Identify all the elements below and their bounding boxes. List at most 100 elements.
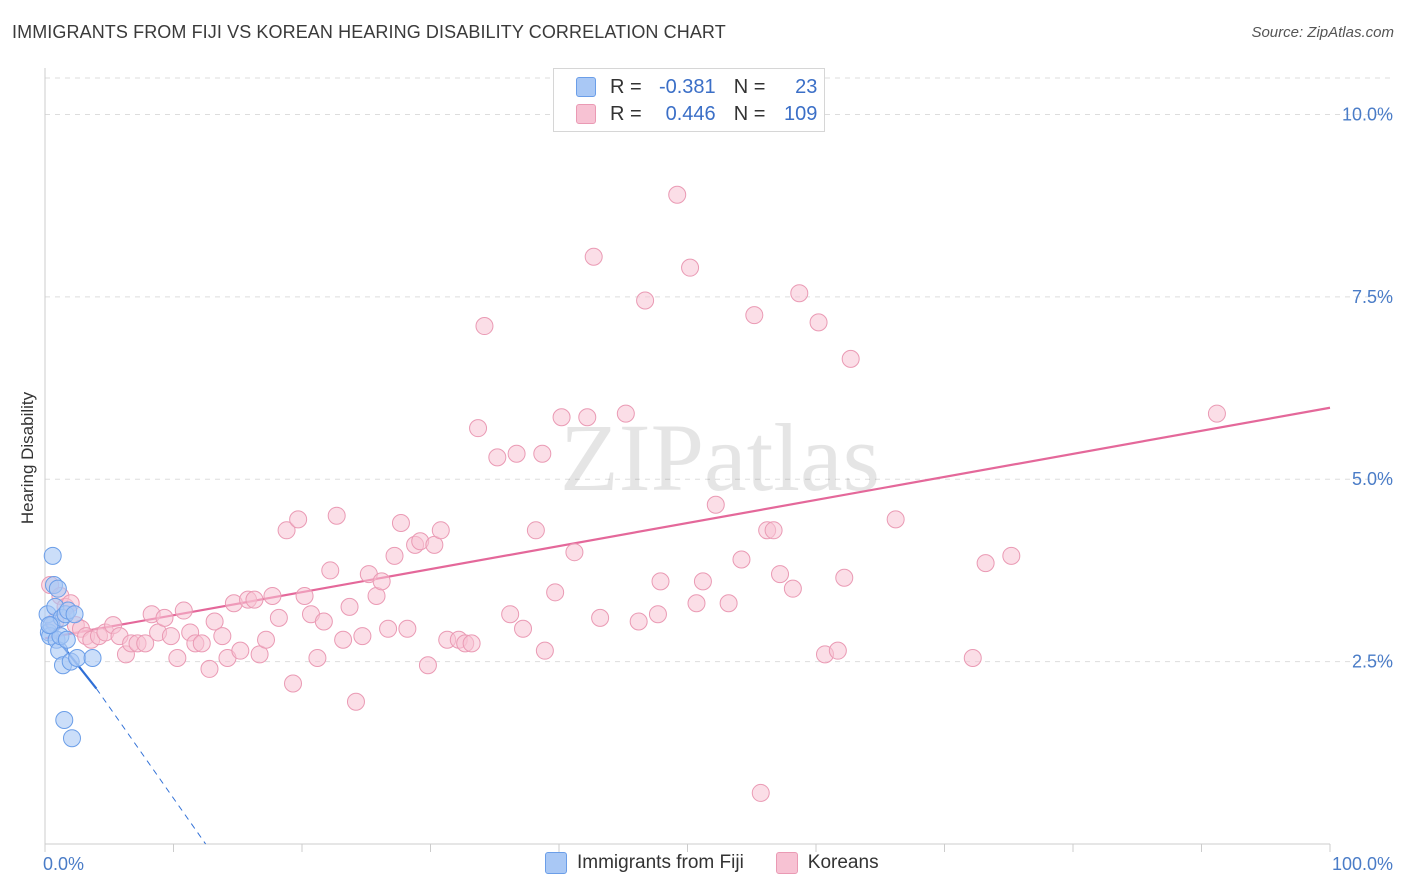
koreans-point: [418, 656, 437, 675]
koreans-point: [263, 586, 282, 605]
koreans-point: [391, 514, 410, 533]
koreans-point: [976, 554, 995, 573]
fiji-point: [40, 616, 59, 635]
stats-legend: R = -0.381 N = 23 R = 0.446 N = 109: [553, 68, 825, 132]
fiji-point: [43, 546, 62, 565]
koreans-point: [732, 550, 751, 569]
koreans-point: [790, 284, 809, 303]
y-axis-label: Hearing Disability: [18, 391, 37, 524]
koreans-point: [398, 619, 417, 638]
r-label: R =: [610, 102, 642, 125]
series-legend: Immigrants from Fiji Koreans: [545, 852, 911, 874]
koreans-point: [213, 627, 232, 646]
legend-item-koreans[interactable]: Koreans: [775, 852, 879, 874]
stats-row-koreans: R = 0.446 N = 109: [576, 101, 817, 127]
koreans-point: [334, 630, 353, 649]
fiji-n-value: 23: [795, 75, 818, 98]
watermark: ZIPatlas: [560, 404, 880, 511]
koreans-legend-swatch: [775, 852, 798, 874]
koreans-point: [372, 572, 391, 591]
koreans-point: [552, 408, 571, 427]
n-label: N =: [733, 75, 766, 98]
koreans-n-value: 109: [784, 102, 818, 125]
y-tick-label: 2.5%: [1352, 652, 1393, 672]
koreans-point: [353, 627, 372, 646]
koreans-point: [636, 291, 655, 310]
fiji-legend-label: Immigrants from Fiji: [577, 852, 744, 873]
fiji-point: [83, 648, 102, 667]
koreans-point: [257, 630, 276, 649]
fiji-point: [65, 605, 84, 624]
koreans-point: [745, 306, 764, 325]
fiji-trend-extension: [95, 688, 207, 845]
fiji-r-value: -0.381: [658, 75, 716, 98]
koreans-point: [629, 612, 648, 631]
koreans-point: [314, 612, 333, 631]
koreans-point: [771, 565, 790, 584]
koreans-point: [1002, 546, 1021, 565]
chart-title: IMMIGRANTS FROM FIJI VS KOREAN HEARING D…: [12, 22, 726, 42]
koreans-point: [469, 419, 488, 438]
y-tick-label: 7.5%: [1352, 287, 1393, 307]
x-tick-label-max: 100.0%: [1332, 854, 1393, 874]
koreans-point: [501, 605, 520, 624]
koreans-point: [269, 608, 288, 627]
koreans-point: [507, 444, 526, 463]
koreans-point: [687, 594, 706, 613]
fiji-point: [48, 579, 67, 598]
koreans-point: [245, 590, 264, 609]
koreans-point: [783, 579, 802, 598]
stats-row-fiji: R = -0.381 N = 23: [576, 74, 817, 100]
koreans-point: [488, 448, 507, 467]
koreans-point: [346, 692, 365, 711]
koreans-point: [340, 597, 359, 616]
koreans-point: [841, 349, 860, 368]
koreans-point: [578, 408, 597, 427]
koreans-point: [668, 185, 687, 204]
axes: [44, 68, 1331, 852]
koreans-point: [155, 608, 174, 627]
koreans-legend-label: Koreans: [807, 852, 879, 873]
koreans-point: [200, 659, 219, 678]
koreans-point: [284, 674, 303, 693]
koreans-point: [584, 247, 603, 266]
fiji-swatch: [576, 77, 596, 97]
koreans-point: [693, 572, 712, 591]
koreans-point: [379, 619, 398, 638]
fiji-point: [55, 710, 74, 729]
koreans-point: [533, 444, 552, 463]
koreans-point: [475, 317, 494, 336]
x-tick-label-min: 0.0%: [43, 854, 84, 874]
tick-labels: 2.5% 5.0% 7.5% 10.0% 0.0% 100.0%: [43, 104, 1393, 874]
koreans-point: [231, 641, 250, 660]
koreans-point: [1207, 404, 1226, 423]
koreans-point: [431, 521, 450, 540]
source-label: Source: ZipAtlas.com: [1251, 24, 1394, 41]
fiji-legend-swatch: [545, 852, 567, 874]
koreans-point: [168, 648, 187, 667]
koreans-point: [514, 619, 533, 638]
koreans-point: [136, 634, 155, 653]
legend-item-fiji[interactable]: Immigrants from Fiji: [545, 852, 744, 874]
koreans-point: [308, 648, 327, 667]
koreans-point: [751, 783, 770, 802]
koreans-point: [565, 543, 584, 562]
koreans-point: [828, 641, 847, 660]
koreans-point: [462, 634, 481, 653]
fiji-point: [68, 648, 87, 667]
koreans-point: [651, 572, 670, 591]
koreans-point: [809, 313, 828, 332]
koreans-point: [385, 546, 404, 565]
grid-lines: [45, 77, 1395, 663]
koreans-point: [174, 601, 193, 620]
fiji-points: [38, 546, 102, 748]
fiji-point: [62, 729, 81, 748]
y-tick-label: 5.0%: [1352, 469, 1393, 489]
koreans-point: [963, 648, 982, 667]
y-tick-label: 10.0%: [1342, 104, 1393, 124]
koreans-point: [616, 404, 635, 423]
koreans-points: [41, 185, 1226, 802]
koreans-point: [161, 627, 180, 646]
fiji-point: [57, 630, 76, 649]
